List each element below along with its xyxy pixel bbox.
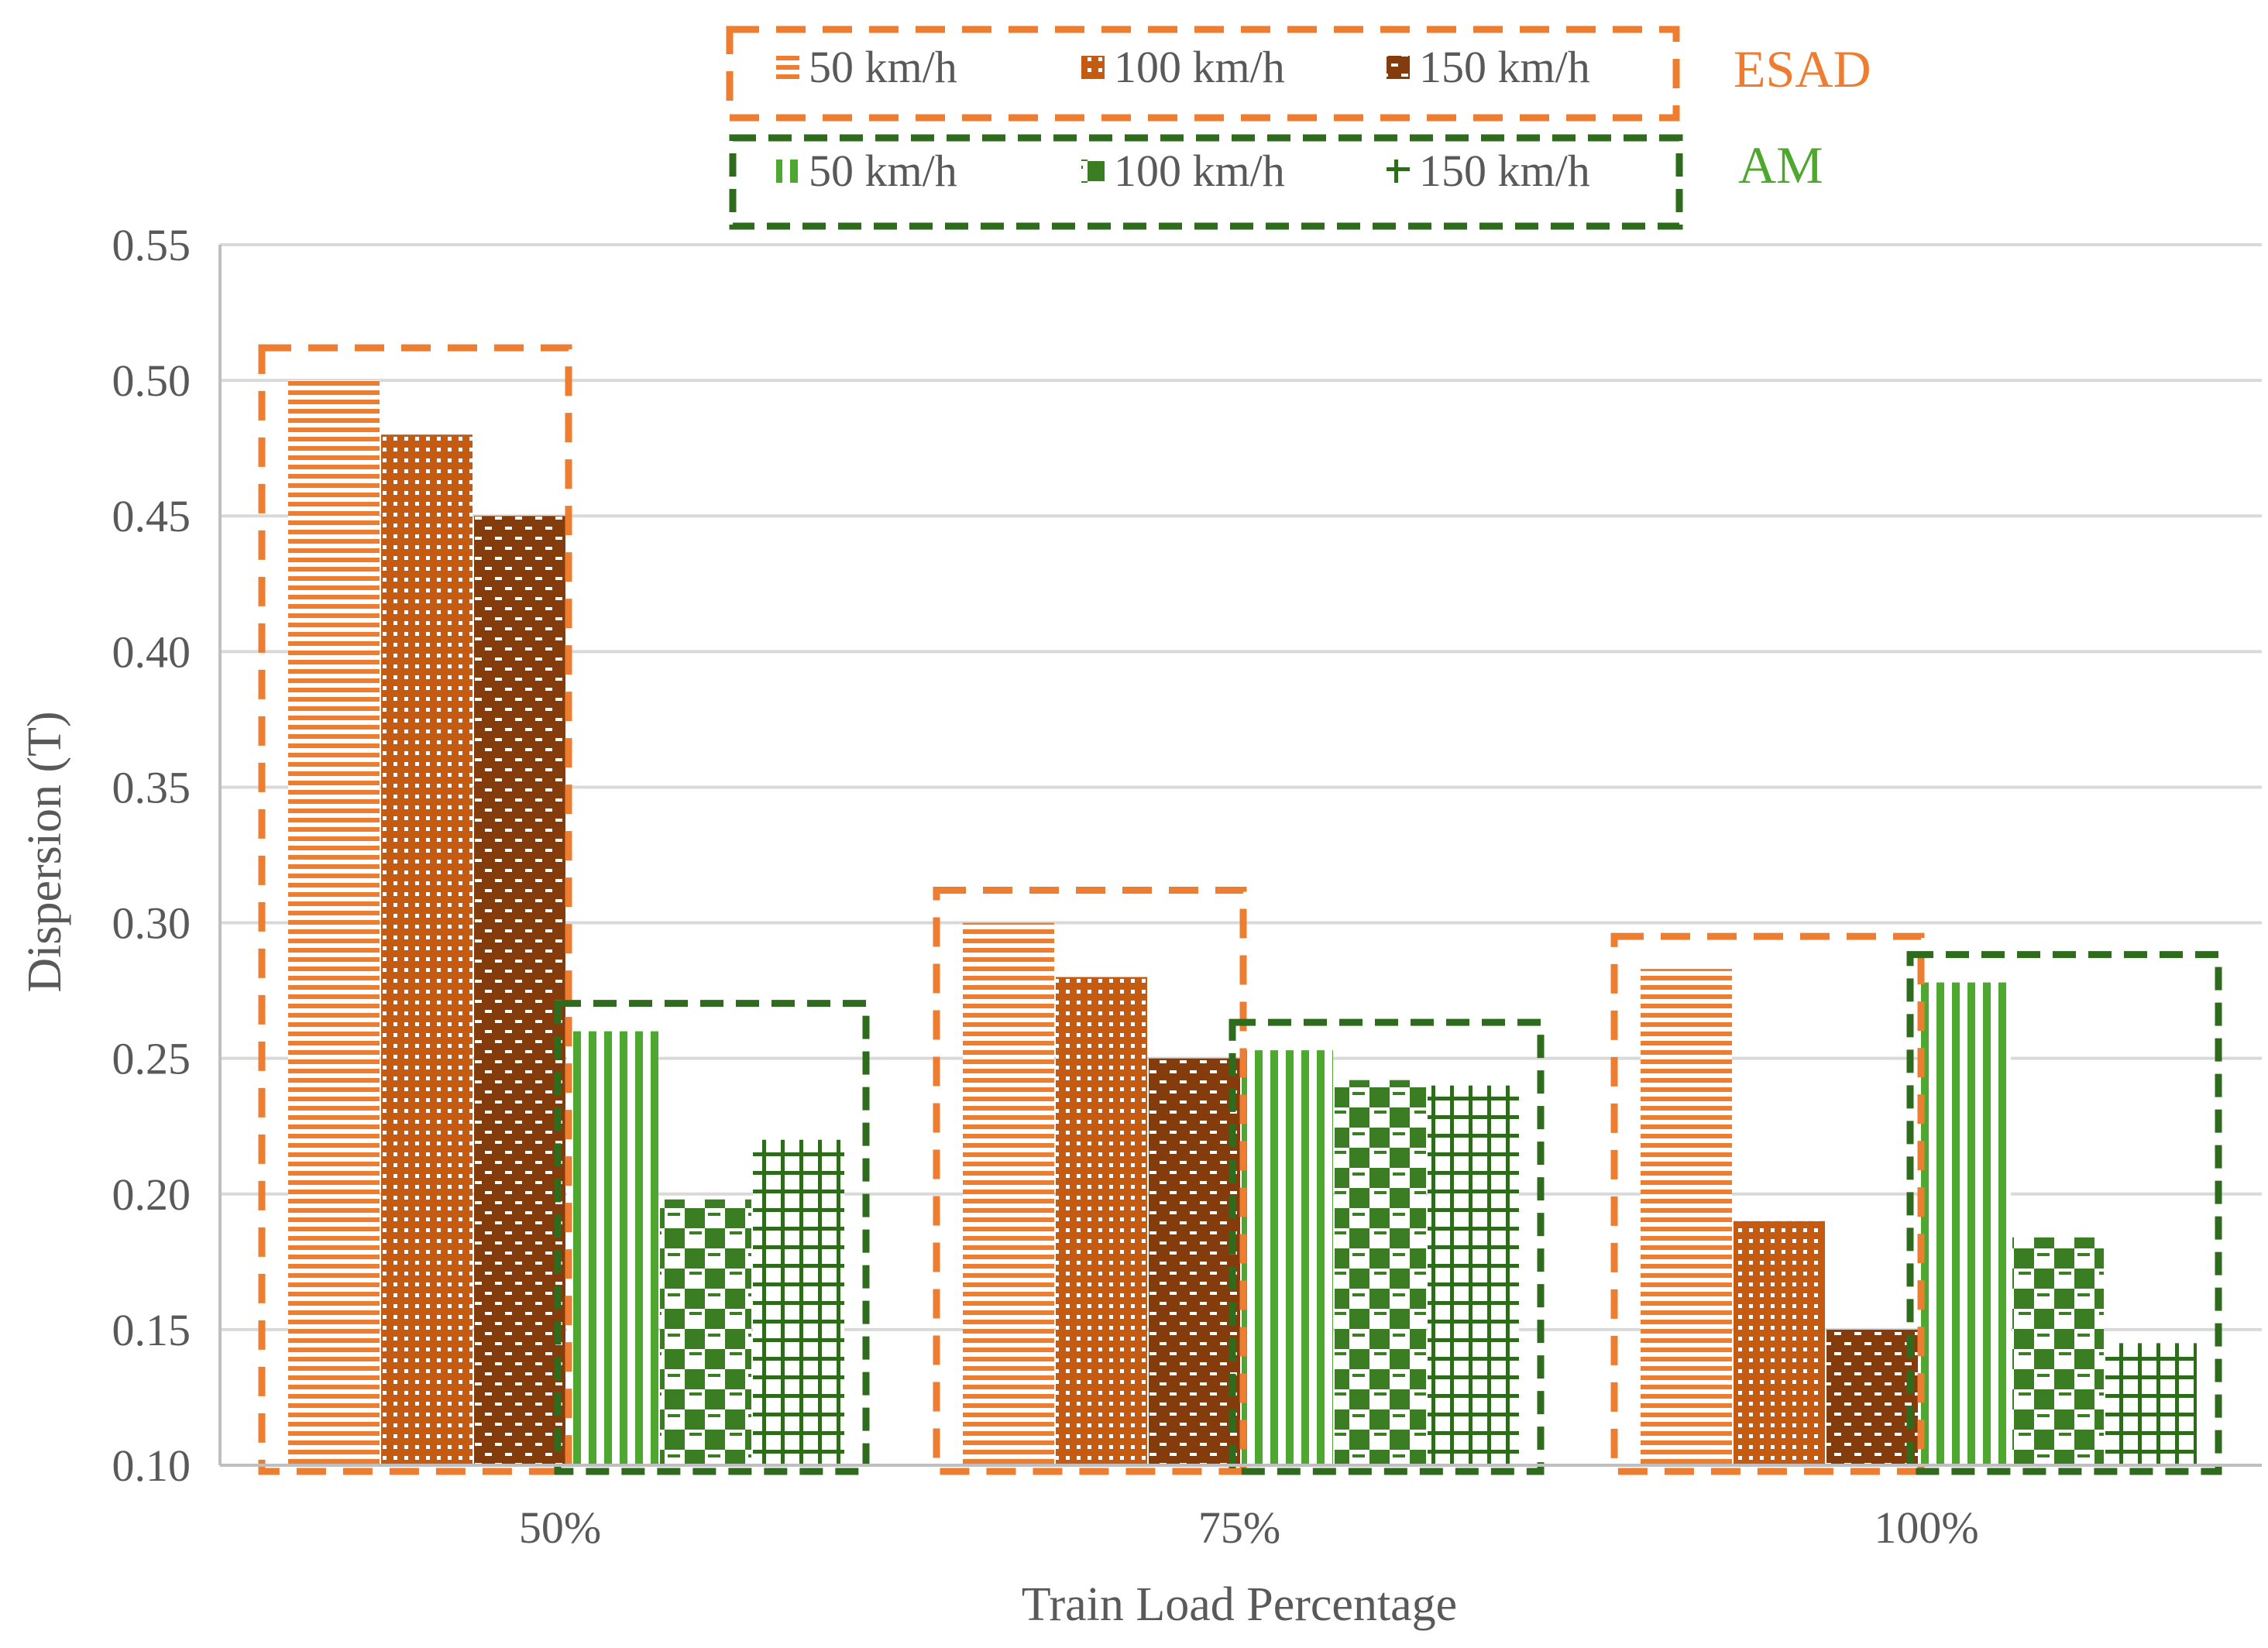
bar-am-150kmh-75pct <box>1428 1085 1519 1465</box>
am-group-box <box>1906 951 2222 1475</box>
bar-esad-100kmh-100pct <box>1734 1221 1825 1465</box>
bar-esad-100kmh-75pct <box>1056 977 1147 1465</box>
esad-group-box <box>258 344 572 1475</box>
bar-am-50kmh-75pct <box>1242 1050 1333 1465</box>
bar-esad-100kmh-50pct <box>381 434 472 1466</box>
y-tick-label: 0.20 <box>112 1169 191 1220</box>
bar-am-100kmh-100pct <box>2012 1237 2104 1465</box>
bar-esad-150kmh-75pct <box>1149 1058 1240 1465</box>
legend-box-am <box>729 134 1683 230</box>
bar-am-150kmh-50pct <box>753 1139 844 1465</box>
x-tick-label: 100% <box>1874 1502 1978 1553</box>
legend-swatch-esad-50kmh <box>776 56 799 79</box>
legend-label-am-100kmh: 100 km/h <box>1114 146 1285 196</box>
x-axis-tick-labels: 50% 75% 100% <box>519 1502 1979 1553</box>
legend-group-label-esad: ESAD <box>1734 39 1871 98</box>
esad-group-box <box>1610 932 1925 1475</box>
y-tick-label: 0.30 <box>112 898 191 949</box>
y-tick-label: 0.50 <box>112 355 191 406</box>
bar-esad-150kmh-50pct <box>474 516 565 1466</box>
am-group-box <box>554 1000 870 1475</box>
bar-am-150kmh-100pct <box>2105 1343 2197 1465</box>
x-tick-label: 75% <box>1198 1502 1280 1553</box>
legend-label-esad-100kmh: 100 km/h <box>1114 42 1285 92</box>
y-tick-label: 0.40 <box>112 627 191 677</box>
bar-am-50kmh-100pct <box>1919 982 2011 1465</box>
legend-swatch-esad-150kmh <box>1387 56 1410 79</box>
legend-label-esad-50kmh: 50 km/h <box>809 42 957 92</box>
bar-esad-50kmh-100pct <box>1641 969 1732 1465</box>
legend-label-am-50kmh: 50 km/h <box>809 146 957 196</box>
legend-label-am-150kmh: 150 km/h <box>1419 146 1590 196</box>
bars <box>288 380 2197 1466</box>
legend-label-esad-150kmh: 150 km/h <box>1419 42 1590 92</box>
legend-swatch-am-150kmh <box>1387 160 1410 183</box>
am-group-box <box>1228 1018 1545 1475</box>
legend: 50 km/h 100 km/h 150 km/h 50 km/h 100 km/h 15… <box>726 26 1871 230</box>
bar-esad-50kmh-50pct <box>288 380 380 1466</box>
y-tick-label: 0.45 <box>112 491 191 541</box>
y-tick-label: 0.35 <box>112 762 191 812</box>
group-boxes <box>258 344 2222 1475</box>
legend-swatch-am-100kmh <box>1081 160 1105 183</box>
bar-am-100kmh-50pct <box>660 1199 751 1465</box>
legend-swatch-esad-100kmh <box>1081 56 1105 79</box>
bar-esad-150kmh-100pct <box>1826 1329 1918 1465</box>
y-tick-label: 0.15 <box>112 1305 191 1355</box>
legend-box-esad <box>726 26 1680 122</box>
bar-am-100kmh-75pct <box>1335 1080 1426 1465</box>
y-tick-label: 0.55 <box>112 220 191 270</box>
legend-swatch-am-50kmh <box>776 160 799 183</box>
bar-esad-50kmh-75pct <box>963 922 1054 1465</box>
x-tick-label: 50% <box>519 1502 601 1553</box>
x-axis-title: Train Load Percentage <box>1022 1578 1457 1631</box>
bar-am-50kmh-50pct <box>567 1031 658 1465</box>
y-axis-title: Dispersion (T) <box>19 711 71 992</box>
esad-group-box <box>933 887 1247 1475</box>
y-tick-label: 0.10 <box>112 1440 191 1491</box>
y-axis-tick-labels: 0.10 0.15 0.20 0.25 0.30 0.35 0.40 0.45 … <box>112 220 191 1491</box>
y-tick-label: 0.25 <box>112 1034 191 1084</box>
legend-group-label-am: AM <box>1738 136 1823 194</box>
